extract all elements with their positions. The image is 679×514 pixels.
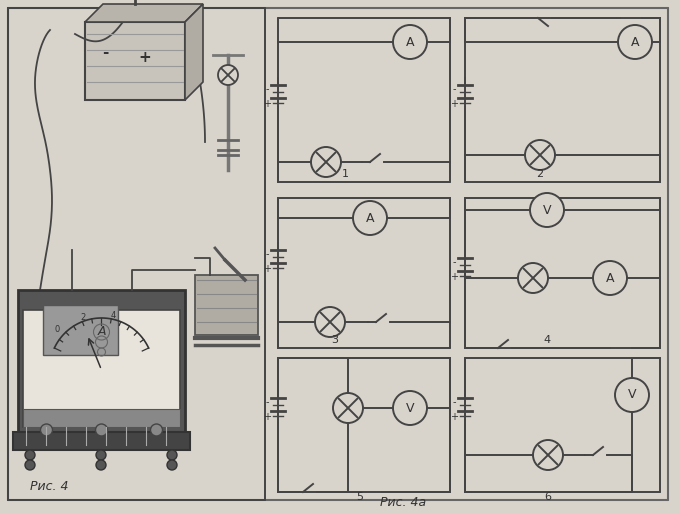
Bar: [23, 409, 180, 427]
Circle shape: [393, 25, 427, 59]
Text: 4: 4: [543, 335, 551, 345]
Circle shape: [41, 424, 52, 436]
Bar: [23, 310, 180, 427]
Bar: [43, 305, 118, 355]
Bar: [18, 290, 185, 435]
Text: +: +: [450, 272, 458, 282]
Circle shape: [151, 424, 162, 436]
Circle shape: [25, 460, 35, 470]
Circle shape: [615, 378, 649, 412]
Text: +: +: [263, 99, 271, 109]
Circle shape: [218, 65, 238, 85]
Text: A: A: [366, 211, 374, 225]
Circle shape: [167, 460, 177, 470]
Text: A: A: [97, 325, 106, 338]
Text: -: -: [265, 84, 269, 94]
Circle shape: [25, 450, 35, 460]
Text: +: +: [139, 50, 151, 65]
Circle shape: [315, 307, 345, 337]
Text: -: -: [265, 249, 269, 259]
Circle shape: [525, 140, 555, 170]
Polygon shape: [185, 4, 203, 100]
Polygon shape: [85, 4, 203, 22]
Circle shape: [167, 450, 177, 460]
Circle shape: [530, 193, 564, 227]
Circle shape: [353, 201, 387, 235]
Text: -: -: [452, 397, 456, 407]
Text: -: -: [452, 84, 456, 94]
Circle shape: [618, 25, 652, 59]
Circle shape: [333, 393, 363, 423]
Circle shape: [518, 263, 548, 293]
Text: 6: 6: [545, 492, 551, 502]
Text: 2: 2: [81, 313, 86, 322]
Text: +: +: [450, 99, 458, 109]
Text: 2: 2: [536, 169, 544, 179]
Text: 0: 0: [55, 325, 60, 334]
Text: A: A: [606, 271, 614, 285]
Circle shape: [533, 440, 563, 470]
Text: 5: 5: [356, 492, 363, 502]
Text: -: -: [265, 397, 269, 407]
Bar: [195, 275, 258, 335]
Text: V: V: [406, 401, 414, 414]
Bar: [13, 432, 190, 450]
Text: 1: 1: [342, 169, 348, 179]
Circle shape: [96, 450, 106, 460]
Circle shape: [311, 147, 341, 177]
Circle shape: [96, 460, 106, 470]
Text: -: -: [452, 257, 456, 267]
Circle shape: [393, 391, 427, 425]
Text: 3: 3: [331, 335, 339, 345]
Text: V: V: [543, 204, 551, 216]
Text: Рис. 4: Рис. 4: [30, 481, 69, 493]
Text: +: +: [450, 412, 458, 422]
Text: A: A: [631, 35, 639, 48]
Text: +: +: [263, 264, 271, 274]
Text: +: +: [263, 412, 271, 422]
Text: A: A: [406, 35, 414, 48]
Circle shape: [96, 424, 107, 436]
Bar: [85, 22, 185, 100]
Circle shape: [593, 261, 627, 295]
Text: Рис. 4а: Рис. 4а: [380, 495, 426, 508]
Text: V: V: [628, 389, 636, 401]
Text: -: -: [102, 45, 108, 60]
Text: 4: 4: [111, 311, 116, 320]
